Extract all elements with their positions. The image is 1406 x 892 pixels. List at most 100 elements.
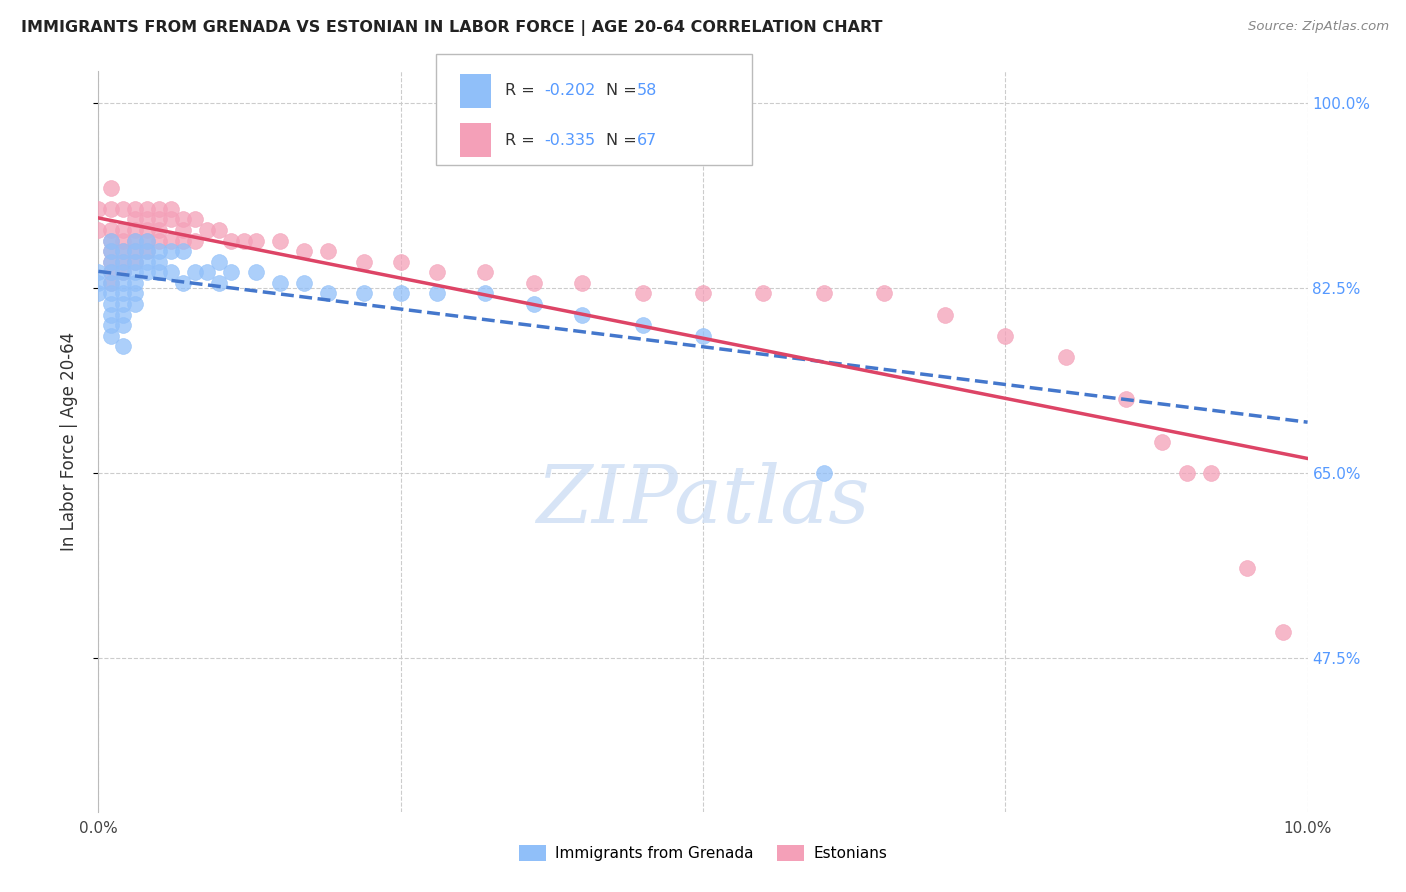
Point [631, 318, 654, 333]
Point [172, 276, 194, 290]
Point [221, 234, 243, 248]
Point [292, 244, 315, 259]
Text: N =: N = [606, 133, 643, 147]
Point [100, 234, 122, 248]
Point [692, 328, 714, 343]
Point [571, 308, 593, 322]
Point [221, 265, 243, 279]
Point [135, 212, 157, 227]
Point [87, 265, 110, 279]
Point [208, 223, 231, 237]
Point [148, 254, 170, 268]
Point [1199, 467, 1222, 481]
Point [389, 286, 412, 301]
Point [160, 265, 183, 279]
Point [124, 234, 146, 248]
Text: 58: 58 [637, 84, 657, 98]
Point [124, 212, 146, 227]
Point [111, 234, 134, 248]
Point [135, 223, 157, 237]
Point [148, 234, 170, 248]
Point [100, 202, 122, 216]
Point [100, 308, 122, 322]
Text: -0.335: -0.335 [544, 133, 595, 147]
Point [148, 223, 170, 237]
Point [232, 234, 254, 248]
Point [1152, 434, 1174, 449]
Point [474, 265, 496, 279]
Point [1115, 392, 1137, 407]
Point [124, 286, 146, 301]
Point [813, 286, 835, 301]
Point [124, 254, 146, 268]
Point [111, 202, 134, 216]
Text: 67: 67 [637, 133, 657, 147]
Point [813, 467, 835, 481]
Point [135, 265, 157, 279]
Point [160, 212, 183, 227]
Text: R =: R = [505, 84, 540, 98]
Point [111, 254, 134, 268]
Point [426, 265, 449, 279]
Point [111, 223, 134, 237]
Point [195, 223, 218, 237]
Point [111, 265, 134, 279]
Point [100, 244, 122, 259]
Point [111, 244, 134, 259]
Point [100, 254, 122, 268]
Point [111, 308, 134, 322]
Point [172, 212, 194, 227]
Point [111, 244, 134, 259]
Point [523, 297, 546, 311]
Point [135, 244, 157, 259]
Point [1175, 467, 1198, 481]
Point [1054, 350, 1077, 364]
Point [873, 286, 896, 301]
Point [269, 276, 291, 290]
Point [148, 202, 170, 216]
Point [100, 254, 122, 268]
Point [148, 265, 170, 279]
Point [269, 234, 291, 248]
Point [111, 286, 134, 301]
Point [135, 244, 157, 259]
Point [316, 244, 339, 259]
Point [245, 265, 267, 279]
Point [474, 286, 496, 301]
Point [124, 265, 146, 279]
Text: -0.202: -0.202 [544, 84, 596, 98]
Point [135, 202, 157, 216]
Point [160, 202, 183, 216]
Point [184, 234, 207, 248]
Point [124, 244, 146, 259]
Point [124, 254, 146, 268]
Point [100, 265, 122, 279]
Point [316, 286, 339, 301]
Point [87, 286, 110, 301]
Point [100, 297, 122, 311]
Point [135, 254, 157, 268]
Point [87, 276, 110, 290]
Point [1272, 624, 1295, 639]
Point [389, 254, 412, 268]
Point [195, 265, 218, 279]
Text: ZIPatlas: ZIPatlas [536, 462, 870, 540]
Point [571, 276, 593, 290]
Point [111, 265, 134, 279]
Point [111, 254, 134, 268]
Point [160, 234, 183, 248]
Point [124, 276, 146, 290]
Point [100, 244, 122, 259]
Point [111, 339, 134, 353]
Point [100, 276, 122, 290]
Point [353, 254, 375, 268]
Point [184, 212, 207, 227]
Point [100, 328, 122, 343]
Point [1236, 561, 1258, 575]
Point [100, 276, 122, 290]
Text: N =: N = [606, 84, 643, 98]
Point [292, 276, 315, 290]
Point [111, 318, 134, 333]
Point [523, 276, 546, 290]
Point [124, 223, 146, 237]
